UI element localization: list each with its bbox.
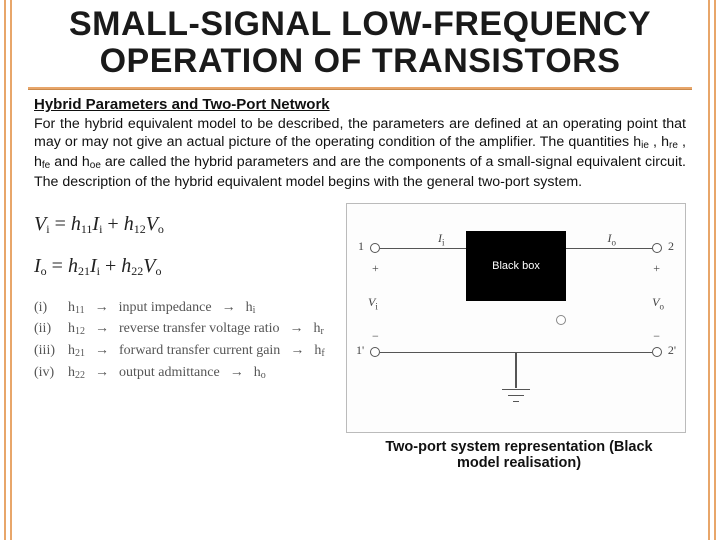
deco-vline — [714, 0, 716, 540]
node-label-2p: 2' — [668, 343, 676, 358]
arrow-icon: → — [290, 340, 304, 362]
arrow-icon: → — [290, 318, 304, 340]
title-rule — [28, 87, 692, 90]
deco-vline — [10, 0, 12, 540]
def-name: input impedance — [119, 297, 212, 319]
right-column: 1 2 Black box Ii Io + Vi − + Vo — [346, 203, 692, 471]
plus-right: + — [653, 261, 660, 276]
def-lhs: h12 — [68, 318, 85, 340]
def-lhs: h21 — [68, 340, 85, 362]
terminal-2p — [652, 347, 662, 357]
def-name: forward transfer current gain — [119, 340, 280, 362]
node-label-1: 1 — [358, 239, 364, 254]
label-vi: Vi — [368, 295, 378, 311]
definition-row: (i) h11 → input impedance → hi — [34, 297, 334, 319]
black-box-label: Black box — [492, 260, 540, 272]
def-lhs: h22 — [68, 362, 85, 384]
terminal-1p — [370, 347, 380, 357]
def-index: (iii) — [34, 340, 62, 362]
two-port-figure: 1 2 Black box Ii Io + Vi − + Vo — [346, 203, 686, 433]
equation-2: Io = h21Ii + h22Vo — [34, 255, 334, 279]
definition-row: (ii) h12 → reverse transfer voltage ratio → h… — [34, 318, 334, 340]
slide: SMALL-SIGNAL LOW-FREQUENCY OPERATION OF … — [0, 0, 720, 540]
minus-right: − — [653, 329, 660, 344]
mid-node — [556, 315, 566, 325]
arrow-icon: → — [222, 297, 236, 319]
figure-caption: Two-port system representation (Black mo… — [346, 433, 692, 471]
plus-left: + — [372, 261, 379, 276]
content-row: Vi = h11Ii + h12Vo Io = h21Ii + h22Vo (i… — [0, 197, 720, 471]
terminal-1 — [370, 243, 380, 253]
arrow-icon: → — [95, 318, 109, 340]
def-rhs: ho — [254, 362, 266, 384]
arrow-icon: → — [230, 362, 244, 384]
label-ii: Ii — [438, 231, 445, 247]
equation-1: Vi = h11Ii + h12Vo — [34, 213, 334, 237]
page-title: SMALL-SIGNAL LOW-FREQUENCY OPERATION OF … — [0, 0, 720, 83]
subheading: Hybrid Parameters and Two-Port Network — [0, 96, 720, 115]
def-index: (ii) — [34, 318, 62, 340]
def-rhs: hi — [246, 297, 256, 319]
node-label-2: 2 — [668, 239, 674, 254]
def-index: (i) — [34, 297, 62, 319]
definition-row: (iii) h21 → forward transfer current gain → h… — [34, 340, 334, 362]
body-paragraph: For the hybrid equivalent model to be de… — [0, 115, 720, 197]
def-name: output admittance — [119, 362, 220, 384]
terminal-2 — [652, 243, 662, 253]
def-rhs: hr — [314, 318, 324, 340]
node-label-1p: 1' — [356, 343, 364, 358]
def-rhs: hf — [314, 340, 324, 362]
deco-vline — [708, 0, 710, 540]
arrow-icon: → — [95, 340, 109, 362]
minus-left: − — [372, 329, 379, 344]
def-index: (iv) — [34, 362, 62, 384]
label-io: Io — [608, 231, 617, 247]
definitions-list: (i)h11→input impedance→hi(ii)h12→reverse… — [34, 297, 334, 384]
definition-row: (iv) h22 → output admittance → ho — [34, 362, 334, 384]
def-name: reverse transfer voltage ratio — [119, 318, 280, 340]
black-box: Black box — [466, 231, 566, 301]
ground-icon — [496, 389, 536, 411]
label-vo: Vo — [652, 295, 664, 311]
def-lhs: h11 — [68, 297, 85, 319]
arrow-icon: → — [95, 297, 109, 319]
deco-vline — [4, 0, 6, 540]
left-column: Vi = h11Ii + h12Vo Io = h21Ii + h22Vo (i… — [34, 203, 334, 471]
wire-ground-drop — [515, 352, 517, 388]
arrow-icon: → — [95, 362, 109, 384]
